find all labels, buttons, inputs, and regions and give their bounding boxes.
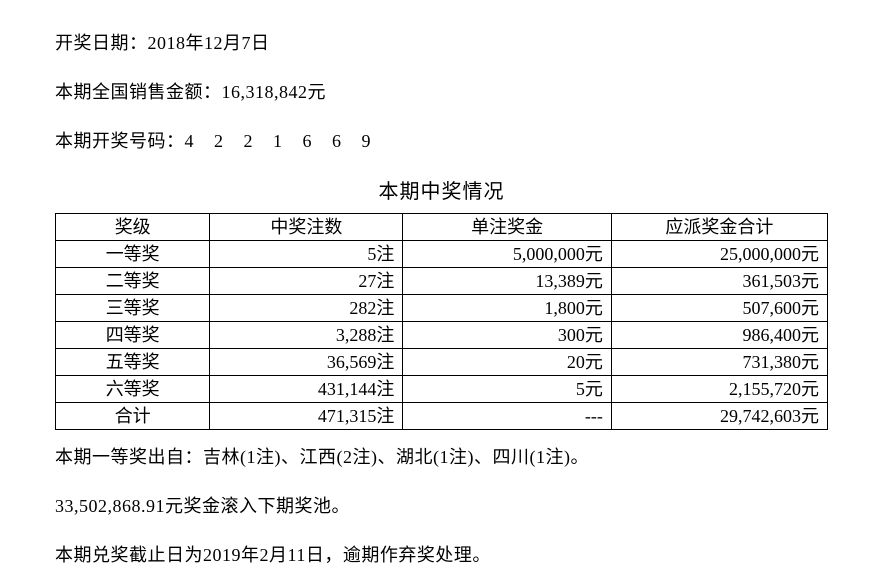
- table-cell: 27注: [210, 268, 403, 295]
- table-title: 本期中奖情况: [55, 177, 828, 207]
- table-row: 一等奖5注5,000,000元25,000,000元: [56, 241, 828, 268]
- col-header-total: 应派奖金合计: [611, 214, 827, 241]
- table-row: 四等奖3,288注300元986,400元: [56, 322, 828, 349]
- table-row: 三等奖282注1,800元507,600元: [56, 295, 828, 322]
- table-cell: 二等奖: [56, 268, 210, 295]
- draw-date-line: 开奖日期：2018年12月7日: [55, 30, 828, 57]
- footer-rollover: 33,502,868.91元奖金滚入下期奖池。: [55, 493, 828, 520]
- winning-numbers-line: 本期开奖号码：4 2 2 1 6 6 9: [55, 128, 828, 155]
- table-cell: 13,389元: [403, 268, 611, 295]
- table-cell: 五等奖: [56, 349, 210, 376]
- table-header-row: 奖级 中奖注数 单注奖金 应派奖金合计: [56, 214, 828, 241]
- table-cell: 361,503元: [611, 268, 827, 295]
- table-cell: 731,380元: [611, 349, 827, 376]
- table-cell: 20元: [403, 349, 611, 376]
- table-cell: 507,600元: [611, 295, 827, 322]
- sales-line: 本期全国销售金额：16,318,842元: [55, 79, 828, 106]
- date-value: 2018年12月7日: [148, 33, 270, 53]
- footer-winners: 本期一等奖出自：吉林(1注)、江西(2注)、湖北(1注)、四川(1注)。: [55, 444, 828, 471]
- table-cell: 29,742,603元: [611, 403, 827, 430]
- table-cell: ---: [403, 403, 611, 430]
- table-cell: 六等奖: [56, 376, 210, 403]
- table-cell: 一等奖: [56, 241, 210, 268]
- table-cell: 三等奖: [56, 295, 210, 322]
- table-cell: 1,800元: [403, 295, 611, 322]
- table-cell: 四等奖: [56, 322, 210, 349]
- numbers-value: 4 2 2 1 6 6 9: [185, 131, 379, 151]
- table-cell: 25,000,000元: [611, 241, 827, 268]
- prize-table: 奖级 中奖注数 单注奖金 应派奖金合计 一等奖5注5,000,000元25,00…: [55, 213, 828, 430]
- date-label: 开奖日期：: [55, 33, 148, 53]
- table-row: 二等奖27注13,389元361,503元: [56, 268, 828, 295]
- table-cell: 300元: [403, 322, 611, 349]
- table-cell: 36,569注: [210, 349, 403, 376]
- table-cell: 431,144注: [210, 376, 403, 403]
- numbers-label: 本期开奖号码：: [55, 131, 185, 151]
- col-header-level: 奖级: [56, 214, 210, 241]
- table-row: 五等奖36,569注20元731,380元: [56, 349, 828, 376]
- table-cell: 合计: [56, 403, 210, 430]
- table-row: 六等奖431,144注5元2,155,720元: [56, 376, 828, 403]
- table-cell: 282注: [210, 295, 403, 322]
- table-cell: 5元: [403, 376, 611, 403]
- table-cell: 5注: [210, 241, 403, 268]
- table-cell: 471,315注: [210, 403, 403, 430]
- footer-deadline: 本期兑奖截止日为2019年2月11日，逾期作弃奖处理。: [55, 542, 828, 569]
- table-cell: 5,000,000元: [403, 241, 611, 268]
- table-cell: 986,400元: [611, 322, 827, 349]
- sales-label: 本期全国销售金额：: [55, 82, 222, 102]
- table-cell: 3,288注: [210, 322, 403, 349]
- sales-value: 16,318,842元: [222, 82, 327, 102]
- col-header-count: 中奖注数: [210, 214, 403, 241]
- table-row: 合计471,315注---29,742,603元: [56, 403, 828, 430]
- col-header-unit: 单注奖金: [403, 214, 611, 241]
- table-cell: 2,155,720元: [611, 376, 827, 403]
